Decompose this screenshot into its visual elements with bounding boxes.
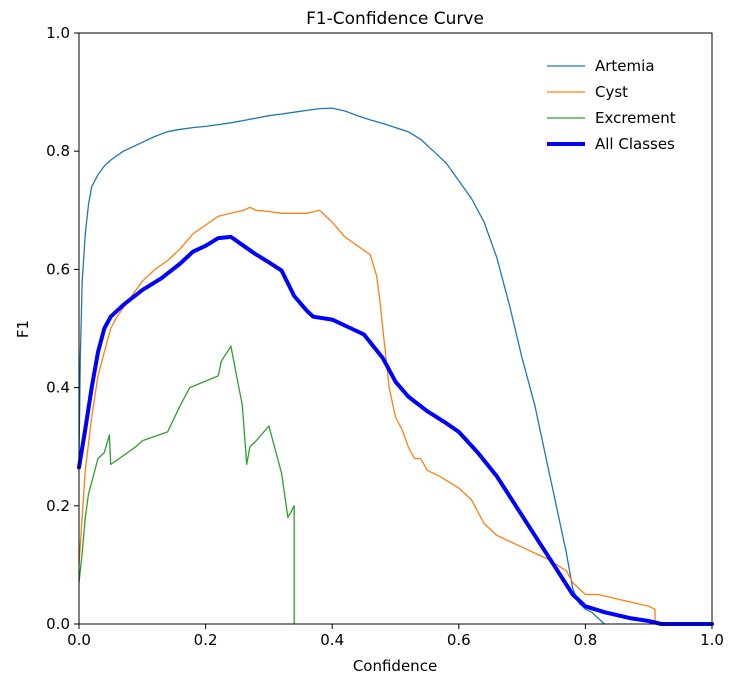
x-tick-label: 0.4 (320, 631, 344, 649)
x-tick-label: 0.6 (447, 631, 471, 649)
x-axis-label: Confidence (353, 657, 437, 675)
y-axis: 0.0 0.2 0.4 0.6 0.8 1.0 (46, 24, 79, 633)
legend-label-excrement: Excrement (595, 109, 676, 127)
series-line-cyst (78, 206, 656, 625)
plot-area (77, 107, 714, 626)
y-axis-label: F1 (14, 320, 32, 338)
series-line-all-classes (77, 234, 714, 626)
y-tick-label: 1.0 (46, 24, 70, 42)
series-line-excrement (78, 345, 295, 625)
y-tick-label: 0.8 (46, 142, 70, 160)
y-tick-label: 0.0 (46, 615, 70, 633)
legend-label-artemia: Artemia (595, 57, 655, 75)
x-tick-label: 0.2 (194, 631, 218, 649)
y-tick-label: 0.4 (46, 379, 70, 397)
chart-title: F1-Confidence Curve (306, 9, 484, 29)
legend-label-all-classes: All Classes (595, 135, 675, 153)
plot-frame (78, 32, 713, 625)
x-axis: 0.0 0.2 0.4 0.6 0.8 1.0 (67, 624, 724, 649)
series-line-artemia (78, 107, 606, 625)
legend: Artemia Cyst Excrement All Classes (547, 57, 676, 153)
x-tick-label: 0.0 (67, 631, 91, 649)
y-tick-label: 0.6 (46, 260, 70, 278)
legend-label-cyst: Cyst (595, 83, 628, 101)
y-tick-label: 0.2 (46, 497, 70, 515)
x-tick-label: 0.8 (573, 631, 597, 649)
x-tick-label: 1.0 (700, 631, 724, 649)
